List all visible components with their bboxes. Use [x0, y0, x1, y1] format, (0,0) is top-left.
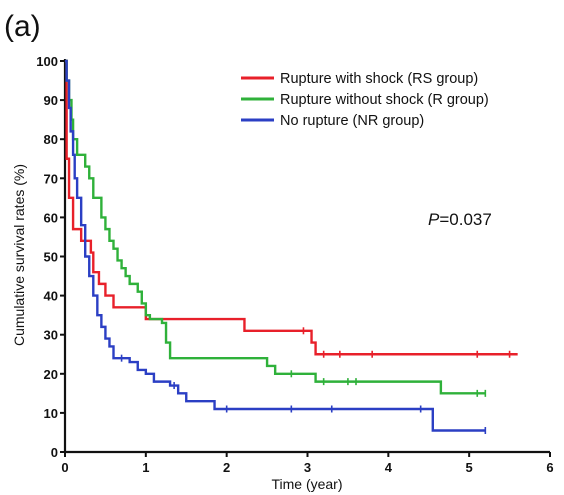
- y-tick-label: 70: [44, 171, 58, 186]
- x-tick-label: 1: [142, 460, 149, 475]
- legend: Rupture with shock (RS group) Rupture wit…: [241, 71, 489, 129]
- x-tick-label: 3: [304, 460, 311, 475]
- legend-label-3: No rupture (NR group): [280, 113, 424, 129]
- p-value-number: =0.037: [439, 210, 491, 229]
- x-tick-label: 4: [385, 460, 393, 475]
- legend-label-2: Rupture without shock (R group): [280, 92, 489, 108]
- y-tick-label: 50: [44, 250, 58, 265]
- y-tick-label: 60: [44, 210, 58, 225]
- series-line-1: [65, 59, 518, 356]
- y-tick-label: 40: [44, 289, 58, 304]
- y-tick-label: 80: [44, 132, 58, 147]
- x-axis-label: Time (year): [271, 476, 342, 492]
- series-line-2: [65, 59, 486, 395]
- x-tick-label: 6: [546, 460, 553, 475]
- y-axis-label: Cumulative survival rates (%): [11, 164, 27, 346]
- legend-label-1: Rupture with shock (RS group): [280, 71, 478, 87]
- series-line-3: [65, 59, 486, 432]
- y-tick-label: 90: [44, 93, 58, 108]
- y-tick-label: 30: [44, 328, 58, 343]
- panel-label: (a): [4, 10, 41, 43]
- x-tick-label: 2: [223, 460, 230, 475]
- p-value-annotation: P=0.037: [428, 210, 492, 229]
- y-tick-label: 10: [44, 406, 58, 421]
- x-tick-label: 5: [466, 460, 473, 475]
- p-value-symbol: P: [428, 210, 440, 229]
- y-tick-label: 100: [36, 54, 58, 69]
- y-tick-label: 20: [44, 367, 58, 382]
- y-tick-label: 0: [51, 445, 58, 460]
- x-tick-label: 0: [61, 460, 68, 475]
